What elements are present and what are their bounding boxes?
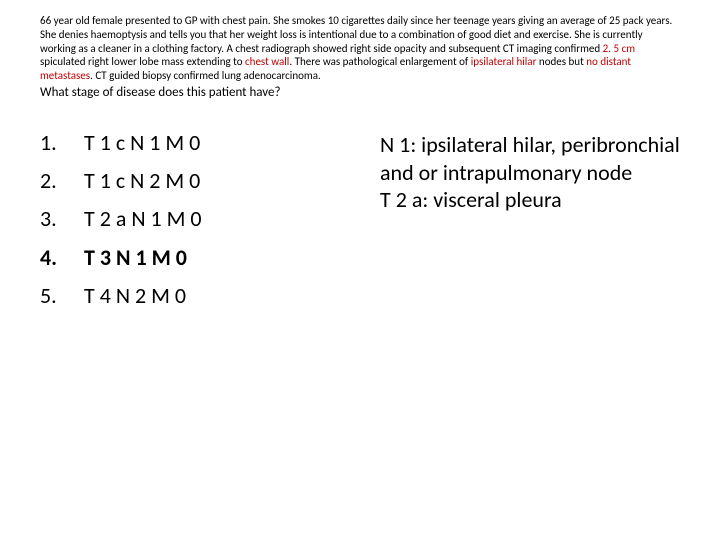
option-row: 1. T 1 c N 1 M 0 <box>40 131 340 155</box>
option-number: 4. <box>40 246 72 270</box>
option-number: 1. <box>40 131 72 155</box>
option-row: 2. T 1 c N 2 M 0 <box>40 169 340 193</box>
explanation-line-2: T 2 a: visceral pleura <box>380 186 680 214</box>
slide: 66 year old female presented to GP with … <box>0 0 720 540</box>
scenario-part1: 66 year old female presented to GP with … <box>40 14 672 55</box>
scenario-part2: spiculated right lower lobe mass extendi… <box>40 55 245 68</box>
scenario-highlight-hilar: ipsilateral hilar <box>471 55 537 68</box>
option-label: T 1 c N 2 M 0 <box>72 169 200 193</box>
scenario-part4: nodes but <box>536 55 586 68</box>
options-list: 1. T 1 c N 1 M 0 2. T 1 c N 2 M 0 3. T 2… <box>40 131 340 322</box>
explanation-line-1: N 1: ipsilateral hilar, peribronchial an… <box>380 131 680 186</box>
scenario-highlight-chestwall: chest wall <box>245 55 289 68</box>
option-label: T 2 a N 1 M 0 <box>72 207 202 231</box>
scenario-part3: . There was pathological enlargement of <box>289 55 470 68</box>
question-text: What stage of disease does this patient … <box>40 85 680 101</box>
option-label: T 1 c N 1 M 0 <box>72 131 200 155</box>
option-row: 5. T 4 N 2 M 0 <box>40 284 340 308</box>
option-label: T 3 N 1 M 0 <box>72 246 187 270</box>
option-row: 3. T 2 a N 1 M 0 <box>40 207 340 231</box>
option-row: 4. T 3 N 1 M 0 <box>40 246 340 270</box>
option-label: T 4 N 2 M 0 <box>72 284 186 308</box>
option-number: 3. <box>40 207 72 231</box>
option-number: 2. <box>40 169 72 193</box>
option-number: 5. <box>40 284 72 308</box>
scenario-part5: . CT guided biopsy confirmed lung adenoc… <box>90 69 321 82</box>
content-columns: 1. T 1 c N 1 M 0 2. T 1 c N 2 M 0 3. T 2… <box>40 131 680 322</box>
explanation-block: N 1: ipsilateral hilar, peribronchial an… <box>380 131 680 322</box>
scenario-text: 66 year old female presented to GP with … <box>40 14 680 83</box>
scenario-highlight-size: 2. 5 cm <box>603 42 635 55</box>
